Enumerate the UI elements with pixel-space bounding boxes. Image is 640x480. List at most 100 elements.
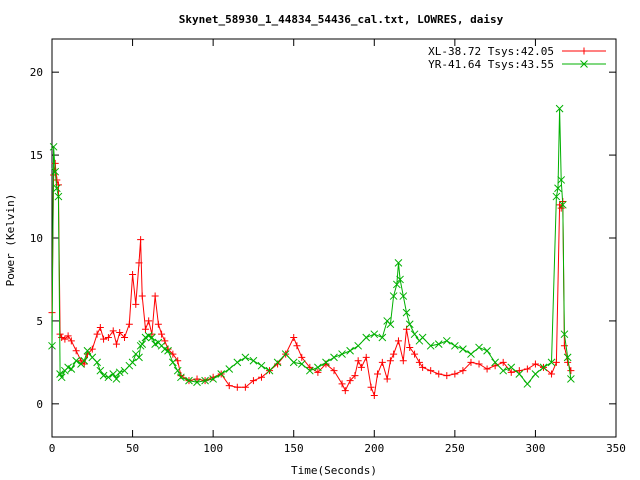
data-point [378, 358, 386, 366]
data-point [100, 335, 108, 343]
data-point [233, 358, 242, 367]
data-point [374, 370, 382, 378]
data-point [547, 358, 556, 367]
data-point [293, 342, 301, 350]
data-point [314, 368, 322, 376]
x-axis-ticks: 0 50 100 150 200 250 300 350 [49, 39, 626, 455]
data-point [499, 366, 508, 375]
data-point [567, 367, 575, 375]
data-point [515, 367, 523, 375]
data-point [96, 324, 104, 332]
data-point [341, 387, 349, 395]
data-point [523, 365, 531, 373]
data-point [138, 292, 146, 300]
data-point [434, 340, 443, 348]
data-point [129, 270, 137, 278]
data-point [367, 383, 375, 391]
data-point [61, 335, 69, 343]
data-point [548, 370, 556, 378]
data-point [499, 358, 507, 366]
data-point [132, 300, 140, 308]
data-point [109, 327, 117, 335]
data-point [515, 370, 524, 378]
data-point [338, 380, 346, 388]
data-point [305, 366, 314, 375]
data-point [330, 367, 338, 375]
data-point [72, 347, 80, 355]
data-point [169, 358, 177, 367]
data-point [193, 378, 201, 387]
data-point [88, 345, 96, 353]
data-point [351, 372, 359, 380]
data-point [415, 358, 423, 366]
data-point [560, 330, 569, 339]
x-tick-label: 300 [525, 442, 545, 455]
data-point [93, 358, 101, 367]
data-point [394, 337, 402, 345]
data-point [72, 356, 81, 365]
data-point [289, 358, 298, 367]
x-tick-label: 100 [203, 442, 223, 455]
data-point [483, 365, 491, 373]
data-point [306, 363, 314, 371]
data-point [249, 377, 257, 385]
data-point [137, 236, 145, 244]
data-point [52, 184, 61, 193]
data-point [451, 370, 459, 378]
y-tick-label: 10 [30, 232, 43, 245]
data-point [281, 350, 290, 358]
data-point [257, 361, 266, 370]
data-point [174, 357, 182, 365]
data-point [386, 357, 394, 365]
data-point [467, 350, 475, 358]
data-point [396, 275, 404, 284]
data-point [552, 358, 560, 366]
x-tick-label: 150 [284, 442, 304, 455]
data-point [51, 167, 60, 176]
x-tick-label: 200 [364, 442, 384, 455]
data-point [80, 356, 89, 365]
data-point [567, 375, 575, 383]
data-point [443, 372, 451, 380]
data-point [77, 357, 85, 365]
data-point [53, 176, 61, 184]
data-point [193, 375, 201, 383]
data-point [357, 363, 365, 371]
data-point [112, 375, 121, 383]
data-point [135, 259, 143, 267]
data-point [217, 370, 226, 378]
data-point [154, 320, 162, 328]
data-point [148, 333, 156, 342]
data-point [173, 366, 182, 375]
data-point [346, 377, 354, 385]
data-point [386, 320, 395, 329]
data-point [459, 345, 467, 353]
data-point [225, 365, 234, 373]
y-tick-label: 20 [30, 66, 43, 79]
data-point [418, 333, 427, 342]
data-point [125, 320, 133, 328]
data-point [370, 330, 379, 339]
data-point [141, 325, 149, 333]
x-tick-label: 250 [445, 442, 465, 455]
data-point [164, 346, 172, 355]
data-point [451, 341, 459, 350]
data-point [225, 382, 233, 390]
data-point [128, 358, 137, 367]
data-point [257, 373, 265, 381]
data-point [531, 370, 540, 378]
data-point [67, 337, 75, 345]
data-point [389, 292, 398, 300]
chart-title: Skynet_58930_1_44834_54436_cal.txt, LOWR… [179, 13, 504, 26]
data-point [402, 308, 411, 317]
data-point [48, 341, 56, 350]
data-point [556, 201, 564, 209]
data-point [273, 358, 282, 367]
data-point [507, 368, 515, 376]
y-tick-label: 15 [30, 149, 43, 162]
data-point [249, 356, 258, 365]
data-point [399, 292, 408, 300]
data-point [177, 373, 185, 382]
data-point [290, 334, 298, 341]
data-point [383, 375, 391, 383]
